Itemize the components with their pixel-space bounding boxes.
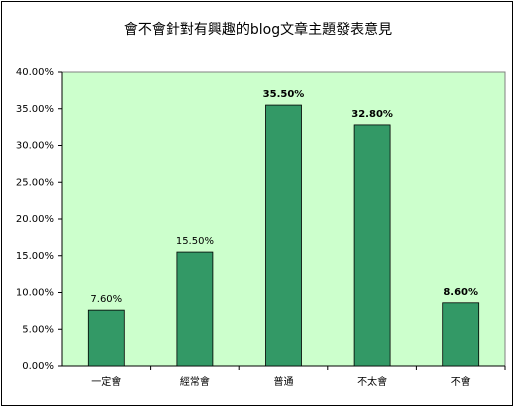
- chart-title: 會不會針對有興趣的blog文章主題發表意見: [124, 21, 392, 38]
- y-tick-label: 20.00%: [16, 214, 54, 225]
- x-tick-label: 不會: [451, 375, 471, 388]
- value-label: 15.50%: [176, 236, 214, 247]
- bar: [353, 124, 391, 367]
- bar: [176, 251, 214, 367]
- y-tick-label: 10.00%: [16, 288, 54, 299]
- x-tick-label: 不太會: [357, 375, 387, 388]
- x-tick-label: 一定會: [91, 375, 121, 388]
- value-label: 7.60%: [90, 294, 122, 305]
- bar: [87, 309, 125, 367]
- y-tick-label: 15.00%: [16, 251, 54, 262]
- x-tick-label: 經常會: [180, 375, 210, 388]
- value-label: 35.50%: [263, 89, 305, 100]
- y-tick-label: 25.00%: [16, 177, 54, 188]
- y-tick-label: 5.00%: [22, 324, 54, 335]
- bar: [265, 104, 302, 367]
- x-tick-label: 普通: [274, 375, 294, 388]
- bar: [442, 302, 480, 367]
- value-label: 32.80%: [351, 109, 393, 120]
- y-tick-label: 40.00%: [16, 67, 54, 78]
- y-tick-label: 0.00%: [22, 361, 54, 372]
- y-tick-label: 30.00%: [16, 141, 54, 152]
- value-label: 8.60%: [443, 287, 478, 298]
- y-tick-label: 35.00%: [16, 104, 54, 115]
